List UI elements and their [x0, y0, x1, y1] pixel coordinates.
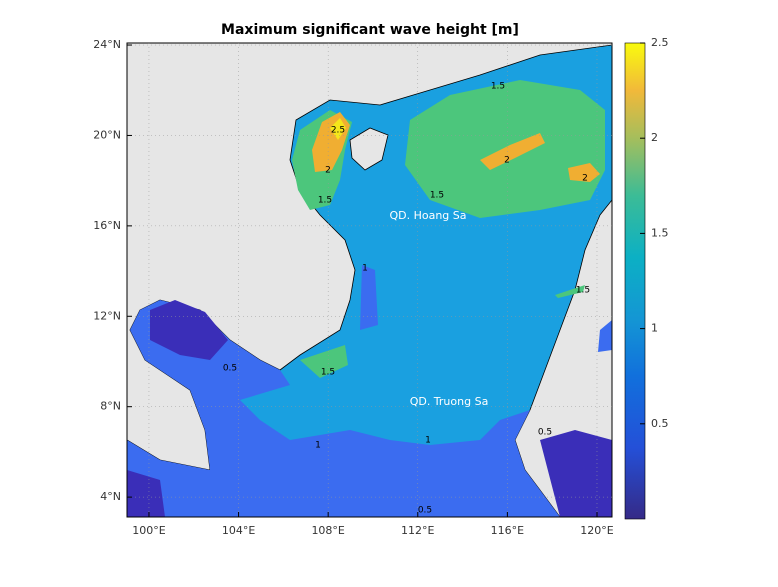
hainan: [349, 127, 389, 171]
sea-below-1m: [127, 300, 560, 517]
colorbar: [624, 42, 646, 520]
y-tick-label: 16°N: [93, 219, 121, 232]
contour-label: 0.5: [538, 428, 552, 438]
y-tick-label: 12°N: [93, 309, 121, 322]
map-area: [127, 43, 612, 517]
contour-label: 1.5: [318, 196, 332, 206]
sea-below-half: [127, 300, 612, 517]
contour-label: 1: [362, 264, 368, 274]
plot-frame: [126, 42, 613, 518]
y-tick-label: 4°N: [100, 490, 121, 503]
contour-label: 1.5: [430, 191, 444, 201]
colorbar-tick-label: 2.5: [651, 36, 669, 49]
y-tick-label: 20°N: [93, 128, 121, 141]
y-tick-label: 24°N: [93, 38, 121, 51]
x-tick-label: 104°E: [222, 524, 255, 537]
contour-label: 2: [325, 166, 331, 176]
sea-above-2: [312, 112, 600, 182]
contour-label: 2: [582, 174, 588, 184]
x-tick-label: 100°E: [132, 524, 165, 537]
contour-label: 1.5: [576, 286, 590, 296]
contour-label: 0.5: [418, 506, 432, 516]
sea-above-2.5: [330, 118, 346, 140]
x-tick-label: 112°E: [401, 524, 434, 537]
colorbar-tick-label: 0.5: [651, 417, 669, 430]
contour-label: 1.5: [321, 368, 335, 378]
contour-label: 1.5: [491, 82, 505, 92]
x-tick-label: 116°E: [491, 524, 524, 537]
contour-label: 1: [315, 441, 321, 451]
colorbar-tick-label: 1: [651, 322, 658, 335]
colorbar-tick-label: 1.5: [651, 226, 669, 239]
contour-label: 1: [425, 436, 431, 446]
y-tick-label: 8°N: [100, 400, 121, 413]
x-tick-label: 108°E: [311, 524, 344, 537]
contour-label: 2.5: [331, 126, 345, 136]
contour-label: 0.5: [223, 364, 237, 374]
sea-above-1.5: [292, 80, 605, 378]
x-tick-label: 120°E: [580, 524, 613, 537]
place-label: QD. Hoang Sa: [389, 209, 466, 222]
colorbar-tick-label: 2: [651, 131, 658, 144]
contour-label: 2: [504, 156, 510, 166]
title: Maximum significant wave height [m]: [221, 22, 519, 38]
place-label: QD. Truong Sa: [410, 395, 489, 408]
